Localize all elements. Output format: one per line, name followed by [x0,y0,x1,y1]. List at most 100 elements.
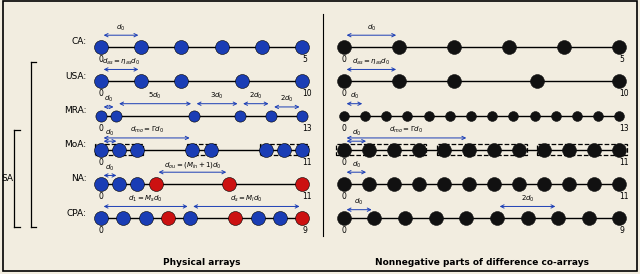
Point [118,216,129,221]
Text: USA:: USA: [65,72,86,81]
Point [400,216,410,221]
Point [216,45,227,49]
Point [439,182,449,186]
Text: $5d_0$: $5d_0$ [148,91,162,101]
Point [389,148,399,152]
Text: 0: 0 [99,192,103,201]
Text: 0: 0 [341,192,346,201]
Point [539,182,549,186]
Point [236,113,246,118]
Point [96,182,106,186]
Text: $d_{as}=\eta_{as}d_0$: $d_{as}=\eta_{as}d_0$ [102,56,140,67]
Bar [187,144,216,155]
Point [559,45,570,49]
Point [522,216,532,221]
Point [414,182,424,186]
Text: $d_0$: $d_0$ [367,22,376,33]
Bar [95,144,143,155]
Text: $d_{as}=\eta_{as}d_0$: $d_{as}=\eta_{as}d_0$ [352,56,390,67]
Point [466,113,476,118]
Point [492,216,502,221]
Point [132,148,143,152]
Point [389,182,399,186]
Point [614,113,625,118]
Point [136,45,147,49]
Point [96,113,106,118]
Point [364,148,374,152]
Point [339,79,349,84]
Point [297,79,307,84]
Point [449,45,459,49]
Point [539,148,549,152]
Point [514,182,524,186]
Point [589,182,600,186]
Text: 9: 9 [302,226,307,235]
Text: 11: 11 [620,192,629,201]
Point [205,148,216,152]
Bar [336,144,426,155]
Text: 13: 13 [302,124,312,133]
Text: 9: 9 [620,226,624,235]
Point [339,45,349,49]
Text: NA:: NA: [71,174,86,183]
Point [584,216,594,221]
Point [163,216,173,221]
Text: $d_1=M_s d_0$: $d_1=M_s d_0$ [129,193,163,204]
Point [339,182,349,186]
Point [297,148,307,152]
Text: $d_{mo}=\Gamma d_0$: $d_{mo}=\Gamma d_0$ [129,125,164,135]
Text: $d_0$: $d_0$ [106,128,115,138]
Point [614,216,625,221]
Point [96,148,106,152]
Point [297,45,307,49]
Point [593,113,604,118]
Point [504,45,515,49]
Point [449,79,459,84]
Text: $2d_0$: $2d_0$ [280,94,294,104]
Text: 0: 0 [341,158,346,167]
Point [114,148,124,152]
Point [96,79,106,84]
Text: $2d_0$: $2d_0$ [249,91,262,101]
Point [464,182,474,186]
Text: MoA:: MoA: [64,140,86,149]
Point [489,148,499,152]
Point [564,182,574,186]
Point [369,216,380,221]
Point [572,113,582,118]
Point [529,113,540,118]
Text: Nonnegative parts of difference co-arrays: Nonnegative parts of difference co-array… [374,258,589,267]
Point [414,148,424,152]
Text: 0: 0 [99,158,103,167]
Point [141,216,151,221]
Point [136,79,147,84]
Point [532,79,542,84]
Point [150,182,161,186]
Point [589,148,600,152]
Point [461,216,472,221]
Point [360,113,370,118]
Point [403,113,413,118]
Text: 13: 13 [620,124,629,133]
Text: 0: 0 [99,55,103,64]
Point [237,79,247,84]
Point [257,45,267,49]
Text: Physical arrays: Physical arrays [163,258,241,267]
Point [614,79,625,84]
Point [339,216,349,221]
Bar [260,144,308,155]
Text: $d_0$: $d_0$ [116,22,125,33]
Point [550,113,561,118]
Text: $d_0$: $d_0$ [352,128,361,138]
Text: $d_0$: $d_0$ [104,94,113,104]
Point [260,148,271,152]
Text: $d_0$: $d_0$ [355,197,364,207]
Point [188,148,198,152]
Text: $d_0$: $d_0$ [352,159,361,170]
Point [177,79,187,84]
Point [394,79,404,84]
Text: 10: 10 [620,89,629,98]
Text: $3d_0$: $3d_0$ [210,91,224,101]
Text: $d_{ou}=(M_{in}+1)d_0$: $d_{ou}=(M_{in}+1)d_0$ [164,159,221,170]
Point [230,216,240,221]
